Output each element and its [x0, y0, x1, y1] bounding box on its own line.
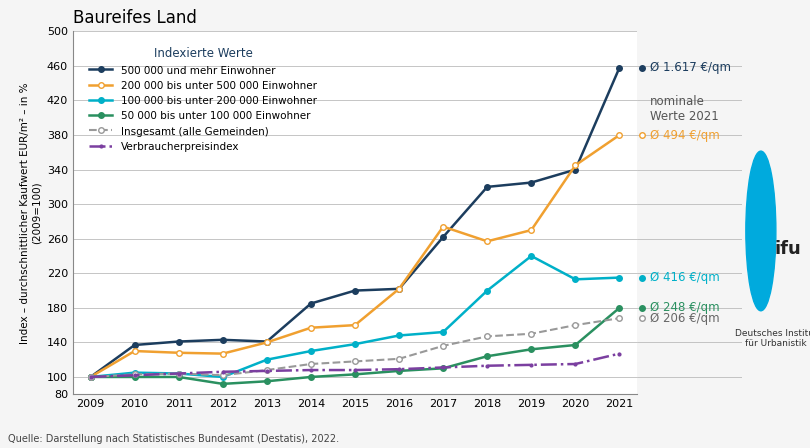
Legend: 500 000 und mehr Einwohner, 200 000 bis unter 500 000 Einwohner, 100 000 bis unt: 500 000 und mehr Einwohner, 200 000 bis … — [89, 47, 317, 152]
Text: nominale
Werte 2021: nominale Werte 2021 — [650, 95, 718, 123]
Text: Ø 206 €/qm: Ø 206 €/qm — [650, 312, 719, 325]
Y-axis label: Index – durchschnittlicher Kaufwert EUR/m² – in %
(2009=100): Index – durchschnittlicher Kaufwert EUR/… — [19, 82, 41, 344]
Text: Ø 494 €/qm: Ø 494 €/qm — [650, 129, 719, 142]
Text: Baureifes Land: Baureifes Land — [73, 9, 197, 27]
Circle shape — [746, 151, 776, 311]
Text: ifu: ifu — [774, 240, 801, 258]
Text: Deutsches Institut
für Urbanistik: Deutsches Institut für Urbanistik — [735, 329, 810, 349]
Text: Quelle: Darstellung nach Statistisches Bundesamt (Destatis), 2022.: Quelle: Darstellung nach Statistisches B… — [8, 434, 339, 444]
Text: Ø 248 €/qm: Ø 248 €/qm — [650, 302, 719, 314]
Text: Ø 1.617 €/qm: Ø 1.617 €/qm — [650, 61, 731, 74]
Text: Ø 416 €/qm: Ø 416 €/qm — [650, 271, 719, 284]
